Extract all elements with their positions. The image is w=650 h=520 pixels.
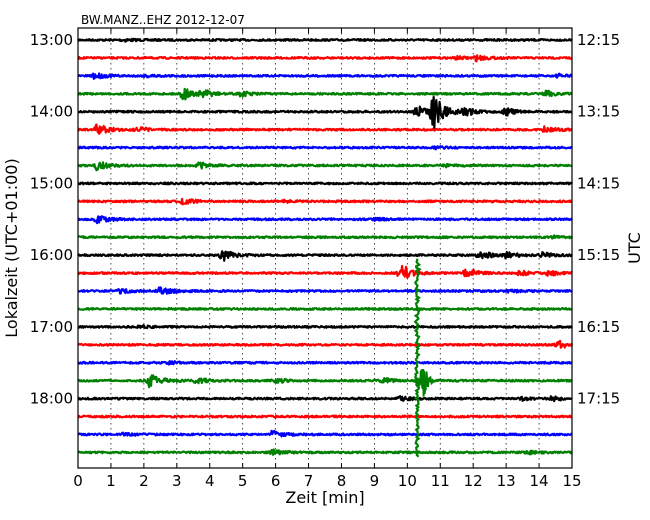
right-tick-label: 15:15: [577, 246, 620, 264]
right-tick-label: 12:15: [577, 31, 620, 49]
spike-line: [413, 258, 422, 458]
trace-line: [77, 145, 573, 151]
x-tick-label: 5: [238, 472, 248, 490]
x-tick-label: 13: [497, 472, 516, 490]
right-tick-label: 13:15: [577, 103, 620, 121]
trace-line: [77, 360, 573, 366]
left-tick-label: 18:00: [30, 390, 73, 408]
x-tick-label: 7: [304, 472, 314, 490]
x-tick-label: 11: [431, 472, 450, 490]
trace-line: [76, 250, 573, 262]
left-tick-label: 14:00: [30, 103, 73, 121]
trace-group: [76, 37, 574, 456]
x-tick-label: 6: [271, 472, 281, 490]
right-axis-ticks: 12:15 13:15 14:15 15:15 16:15 17:15: [567, 31, 620, 408]
trace-line: [77, 234, 573, 240]
x-axis-ticks: 0 1 2 3 4 5 6 7 8 9 10 11 12 13 14 15: [73, 28, 582, 490]
x-tick-label: 3: [172, 472, 182, 490]
x-tick-label: 14: [530, 472, 549, 490]
trace-line: [77, 87, 573, 101]
left-axis-ticks: 13:00 14:00 15:00 16:00 17:00 18:00: [30, 31, 83, 408]
trace-line: [77, 161, 573, 172]
trace-line: [77, 95, 573, 130]
trace-line: [77, 429, 573, 438]
trace-line: [77, 123, 573, 135]
x-tick-label: 15: [562, 472, 581, 490]
x-tick-label: 8: [337, 472, 347, 490]
trace-line: [77, 197, 573, 206]
trace-line: [77, 339, 574, 349]
trace-line: [76, 37, 573, 43]
left-tick-label: 17:00: [30, 318, 73, 336]
trace-line: [77, 215, 573, 225]
trace-line: [77, 306, 573, 311]
x-tick-label: 1: [106, 472, 116, 490]
trace-line: [77, 181, 573, 186]
y-axis-label-left: Lokalzeit (UTC+01:00): [2, 158, 21, 337]
right-tick-label: 16:15: [577, 318, 620, 336]
spike-group: [412, 258, 436, 458]
right-tick-label: 14:15: [577, 174, 620, 192]
left-tick-label: 13:00: [30, 31, 73, 49]
trace-line: [77, 54, 573, 63]
x-tick-label: 12: [464, 472, 483, 490]
trace-line: [77, 72, 573, 80]
x-tick-label: 0: [73, 472, 83, 490]
trace-line: [77, 395, 573, 403]
trace-line: [77, 448, 573, 456]
trace-line: [77, 414, 573, 419]
x-tick-label: 9: [370, 472, 380, 490]
x-axis-label: Zeit [min]: [285, 488, 364, 507]
left-tick-label: 15:00: [30, 174, 73, 192]
spike-burst: [412, 368, 436, 397]
trace-line: [77, 286, 573, 295]
trace-line: [77, 324, 573, 330]
vertical-grid: [110, 28, 540, 468]
right-tick-label: 17:15: [577, 390, 620, 408]
trace-line: [77, 264, 573, 279]
x-tick-label: 2: [139, 472, 149, 490]
x-tick-label: 10: [398, 472, 417, 490]
plot-frame: [77, 27, 573, 469]
y-axis-label-right: UTC: [625, 232, 644, 264]
x-tick-label: 4: [205, 472, 215, 490]
chart-title: BW.MANZ..EHZ 2012-12-07: [81, 13, 245, 27]
left-tick-label: 16:00: [30, 246, 73, 264]
trace-line: [77, 374, 573, 389]
